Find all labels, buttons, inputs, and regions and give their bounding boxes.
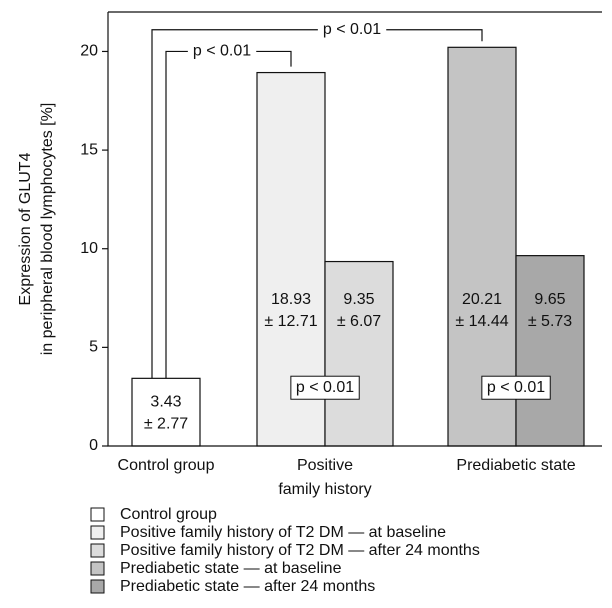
annotation: p < 0.01	[487, 379, 545, 396]
bar	[131, 377, 201, 447]
annotation: p < 0.01	[296, 379, 354, 396]
x-tick-label: Control group	[118, 457, 215, 474]
bracket	[151, 29, 483, 379]
error-label: ± 5.73	[528, 313, 572, 330]
plot-frame	[107, 11, 602, 447]
bar	[324, 260, 394, 447]
value-label: 9.65	[534, 291, 565, 308]
legend-swatch	[90, 525, 105, 540]
y-tick-label: 15	[80, 141, 98, 158]
value-label: 20.21	[462, 291, 502, 308]
error-label: ± 14.44	[455, 313, 508, 330]
value-label: 3.43	[150, 394, 181, 411]
x-tick-label: Positive	[297, 457, 353, 474]
legend-swatch	[90, 507, 105, 522]
legend-swatch	[90, 579, 105, 594]
annotation: p < 0.01	[323, 21, 381, 38]
x-tick-label: Prediabetic state	[456, 457, 575, 474]
legend-label: Control group	[120, 506, 217, 523]
bar	[515, 255, 585, 447]
annotation-box	[317, 17, 387, 41]
y-axis-label: in peripheral blood lymphocytes [%]	[39, 103, 56, 356]
legend-label: Positive family history of T2 DM — after…	[120, 542, 480, 559]
error-label: ± 12.71	[264, 313, 317, 330]
annotation-box	[290, 375, 360, 400]
legend-label: Prediabetic state — at baseline	[120, 560, 342, 577]
y-tick-label: 5	[89, 339, 98, 356]
legend-label: Prediabetic state — after 24 months	[120, 578, 375, 595]
error-label: ± 2.77	[144, 416, 188, 433]
legend-label: Positive family history of T2 DM — at ba…	[120, 524, 446, 541]
error-label: ± 6.07	[337, 313, 381, 330]
value-label: 9.35	[343, 291, 374, 308]
legend-swatch	[90, 543, 105, 558]
annotation: p < 0.01	[193, 43, 251, 60]
value-label: 18.93	[271, 291, 311, 308]
annotation-box	[481, 375, 551, 400]
y-axis-label: Expression of GLUT4	[17, 152, 34, 305]
y-tick-label: 20	[80, 43, 98, 60]
y-tick-label: 0	[89, 437, 98, 454]
y-tick-label: 10	[80, 240, 98, 257]
legend-swatch	[90, 561, 105, 576]
x-tick-label: family history	[278, 481, 371, 498]
annotation-box	[187, 39, 257, 63]
